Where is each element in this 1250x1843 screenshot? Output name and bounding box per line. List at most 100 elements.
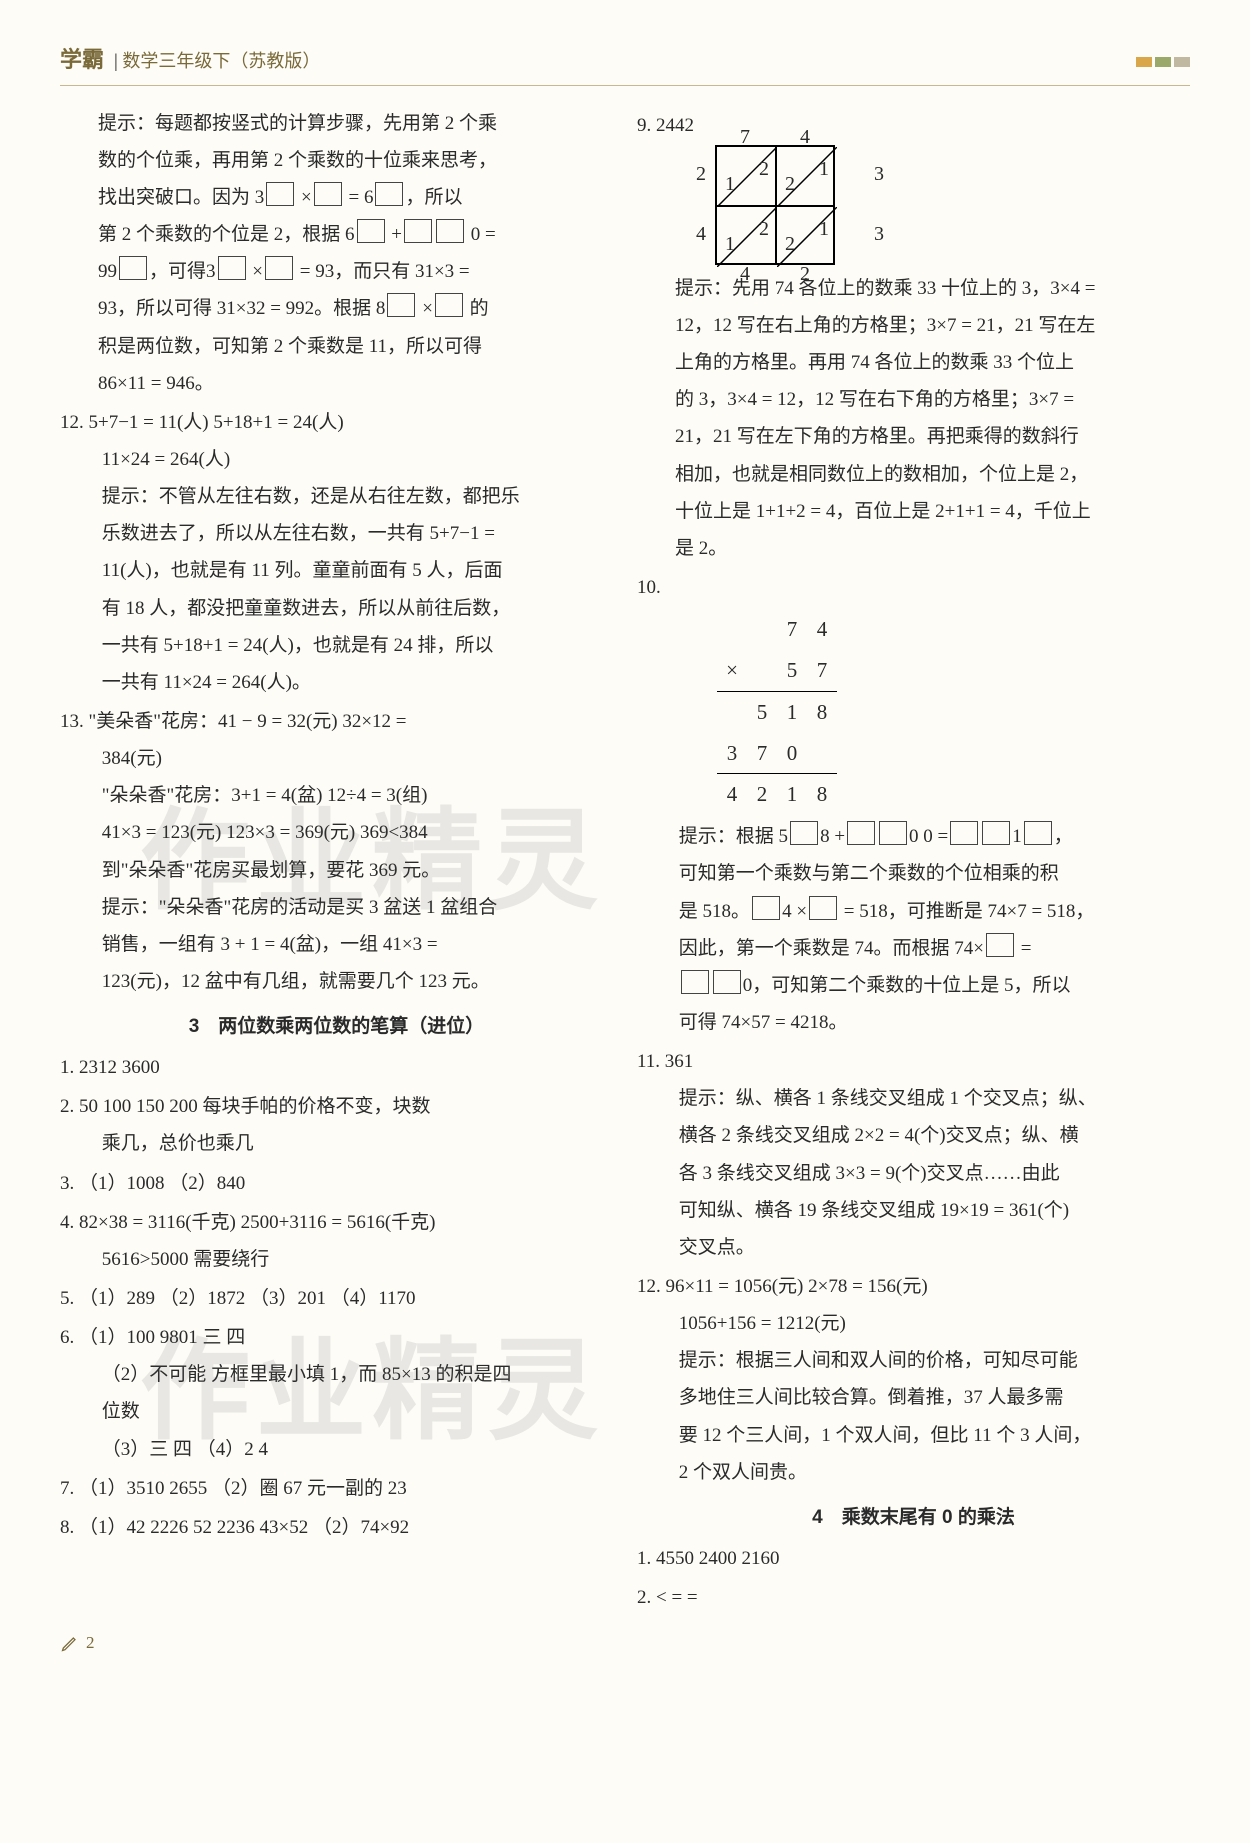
q10-h1: 提示：根据 58 +0 0 =1， bbox=[637, 819, 1190, 854]
blank-box bbox=[752, 896, 780, 920]
q9-h3: 上角的方格里。再用 74 各位上的数乘 33 个位上 bbox=[637, 345, 1190, 380]
q11-l1: 11. 361 bbox=[637, 1044, 1190, 1079]
q13-line1: 13. "美朵香"花房：41 − 9 = 32(元) 32×12 = bbox=[60, 704, 613, 739]
q12-hint1: 提示：不管从左往右数，还是从右往左数，都把乐 bbox=[60, 479, 613, 514]
s3-2a: 2. 50 100 150 200 每块手帕的价格不变，块数 bbox=[60, 1089, 613, 1124]
blank-box bbox=[950, 821, 978, 845]
q11-h1: 提示：纵、横各 1 条线交叉组成 1 个交叉点；纵、 bbox=[637, 1081, 1190, 1116]
s4-1: 1. 4550 2400 2160 bbox=[637, 1541, 1190, 1576]
blank-box bbox=[790, 821, 818, 845]
lattice-cell-01: 1 2 bbox=[777, 147, 837, 207]
section-4-title: 4 乘数末尾有 0 的乘法 bbox=[637, 1500, 1190, 1535]
blank-box bbox=[436, 219, 464, 243]
s3-3: 3. （1）1008 （2）840 bbox=[60, 1166, 613, 1201]
brand: 学霸 bbox=[60, 40, 104, 81]
lattice-diagram: 7 4 2 4 2 1 1 2 bbox=[715, 145, 865, 265]
q11-hint-l7: 积是两位数，可知第 2 个乘数是 11，所以可得 bbox=[60, 329, 613, 364]
page-header: 学霸 | 数学三年级下（苏教版） bbox=[60, 40, 1190, 86]
q12r-l2: 1056+156 = 1212(元) bbox=[637, 1306, 1190, 1341]
q10-h4: 因此，第一个乘数是 74。而根据 74× = bbox=[637, 931, 1190, 966]
page-number: 2 bbox=[86, 1627, 95, 1658]
header-subtitle: 数学三年级下（苏教版） bbox=[118, 45, 321, 78]
q12-hint2: 乐数进去了，所以从左往右数，一共有 5+7−1 = bbox=[60, 516, 613, 551]
blank-box bbox=[847, 821, 875, 845]
q12r-h4: 2 个双人间贵。 bbox=[637, 1455, 1190, 1490]
q12r-h2: 多地住三人间比较合算。倒着推，37 人最多需 bbox=[637, 1380, 1190, 1415]
q12-hint3: 11(人)，也就是有 11 列。童童前面有 5 人，后面 bbox=[60, 553, 613, 588]
q12r-h3: 要 12 个三人间，1 个双人间，但比 11 个 3 人间， bbox=[637, 1418, 1190, 1453]
s3-6c: 位数 bbox=[60, 1394, 613, 1429]
blank-box bbox=[266, 182, 294, 206]
s3-4b: 5616>5000 需要绕行 bbox=[60, 1242, 613, 1277]
s3-1: 1. 2312 3600 bbox=[60, 1050, 613, 1085]
blank-box bbox=[435, 293, 463, 317]
lat-left-0: 2 bbox=[691, 145, 711, 205]
blank-box bbox=[713, 970, 741, 994]
q11-hint-l6: 93，所以可得 31×32 = 992。根据 8 × 的 bbox=[60, 291, 613, 326]
q9-h8: 是 2。 bbox=[637, 531, 1190, 566]
q11-hint-l4: 第 2 个乘数的个位是 2，根据 6 + 0 = bbox=[60, 217, 613, 252]
s3-8: 8. （1）42 2226 52 2236 43×52 （2）74×92 bbox=[60, 1510, 613, 1545]
q10-h6: 可得 74×57 = 4218。 bbox=[637, 1005, 1190, 1040]
pencil-icon bbox=[60, 1633, 80, 1653]
q12-hint4: 有 18 人，都没把童童数进去，所以从前往后数， bbox=[60, 591, 613, 626]
q10-h3: 是 518。4 × = 518，可推断是 74×7 = 518， bbox=[637, 894, 1190, 929]
blank-box bbox=[119, 256, 147, 280]
q12-line1: 12. 5+7−1 = 11(人) 5+18+1 = 24(人) bbox=[60, 405, 613, 440]
blank-box bbox=[218, 256, 246, 280]
q11-h4: 可知纵、横各 19 条线交叉组成 19×19 = 361(个) bbox=[637, 1193, 1190, 1228]
q11-h3: 各 3 条线交叉组成 3×3 = 9(个)交叉点……由此 bbox=[637, 1156, 1190, 1191]
q11-hint-l5: 99，可得3 × = 93，而只有 31×3 = bbox=[60, 254, 613, 289]
header-color-bars bbox=[1136, 57, 1190, 67]
q11-hint-l1: 提示：每题都按竖式的计算步骤，先用第 2 个乘 bbox=[60, 106, 613, 141]
q12-line2: 11×24 = 264(人) bbox=[60, 442, 613, 477]
lat-left-1: 4 bbox=[691, 205, 711, 265]
s3-6d: （3）三 四 （4）2 4 bbox=[60, 1432, 613, 1467]
left-column: 提示：每题都按竖式的计算步骤，先用第 2 个乘 数的个位乘，再用第 2 个乘数的… bbox=[60, 104, 613, 1618]
blank-box bbox=[404, 219, 432, 243]
blank-box bbox=[387, 293, 415, 317]
blank-box bbox=[1024, 821, 1052, 845]
q9-h7: 十位上是 1+1+2 = 4，百位上是 2+1+1 = 4，千位上 bbox=[637, 494, 1190, 529]
q12-hint5: 一共有 5+18+1 = 24(人)，也就是有 24 排，所以 bbox=[60, 628, 613, 663]
right-column: 9. 2442 7 4 2 4 2 1 1 2 bbox=[637, 104, 1190, 1618]
blank-box bbox=[986, 933, 1014, 957]
blank-box bbox=[357, 219, 385, 243]
q9-h6: 相加，也就是相同数位上的数相加，个位上是 2， bbox=[637, 457, 1190, 492]
blank-box bbox=[982, 821, 1010, 845]
q12r-l1: 12. 96×11 = 1056(元) 2×78 = 156(元) bbox=[637, 1269, 1190, 1304]
blank-box bbox=[265, 256, 293, 280]
q11-hint-l3: 找出突破口。因为 3 × = 6，所以 bbox=[60, 180, 613, 215]
q13-line3: "朵朵香"花房：3+1 = 4(盆) 12÷4 = 3(组) bbox=[60, 778, 613, 813]
q13-hint1: 提示："朵朵香"花房的活动是买 3 盆送 1 盆组合 bbox=[60, 890, 613, 925]
lat-bot-0: 4 bbox=[715, 256, 775, 293]
q13-line5: 到"朵朵香"花房买最划算，要花 369 元。 bbox=[60, 853, 613, 888]
lat-bot-1: 2 bbox=[775, 256, 835, 293]
section-3-title: 3 两位数乘两位数的笔算（进位） bbox=[60, 1009, 613, 1044]
q9-h4: 的 3，3×4 = 12，12 写在右下角的方格里；3×7 = bbox=[637, 382, 1190, 417]
q13-hint3: 123(元)，12 盆中有几组，就需要几个 123 元。 bbox=[60, 964, 613, 999]
q10-label: 10. bbox=[637, 570, 1190, 605]
s3-6a: 6. （1）100 9801 三 四 bbox=[60, 1320, 613, 1355]
q11-hint-l2: 数的个位乘，再用第 2 个乘数的十位乘来思考， bbox=[60, 143, 613, 178]
lat-right-1: 3 bbox=[869, 205, 889, 265]
s3-2b: 乘几，总价也乘几 bbox=[60, 1126, 613, 1161]
s3-5: 5. （1）289 （2）1872 （3）201 （4）1170 bbox=[60, 1281, 613, 1316]
q12r-h1: 提示：根据三人间和双人间的价格，可知尽可能 bbox=[637, 1343, 1190, 1378]
blank-box bbox=[681, 970, 709, 994]
lat-right-0: 3 bbox=[869, 145, 889, 205]
q13-line4: 41×3 = 123(元) 123×3 = 369(元) 369<384 bbox=[60, 815, 613, 850]
lattice-grid: 2 1 1 2 2 1 1 2 bbox=[715, 145, 835, 265]
q10-h2: 可知第一个乘数与第二个乘数的个位相乘的积 bbox=[637, 856, 1190, 891]
blank-box bbox=[879, 821, 907, 845]
blank-box bbox=[809, 896, 837, 920]
q12-hint6: 一共有 11×24 = 264(人)。 bbox=[60, 665, 613, 700]
q11-hint-l8: 86×11 = 946。 bbox=[60, 366, 613, 401]
q11-h5: 交叉点。 bbox=[637, 1230, 1190, 1265]
blank-box bbox=[375, 182, 403, 206]
q13-hint2: 销售，一组有 3 + 1 = 4(盆)，一组 41×3 = bbox=[60, 927, 613, 962]
lattice-cell-00: 2 1 bbox=[717, 147, 777, 207]
s3-4a: 4. 82×38 = 3116(千克) 2500+3116 = 5616(千克) bbox=[60, 1205, 613, 1240]
blank-box bbox=[314, 182, 342, 206]
q9-h2: 12，12 写在右上角的方格里；3×7 = 21，21 写在左 bbox=[637, 308, 1190, 343]
